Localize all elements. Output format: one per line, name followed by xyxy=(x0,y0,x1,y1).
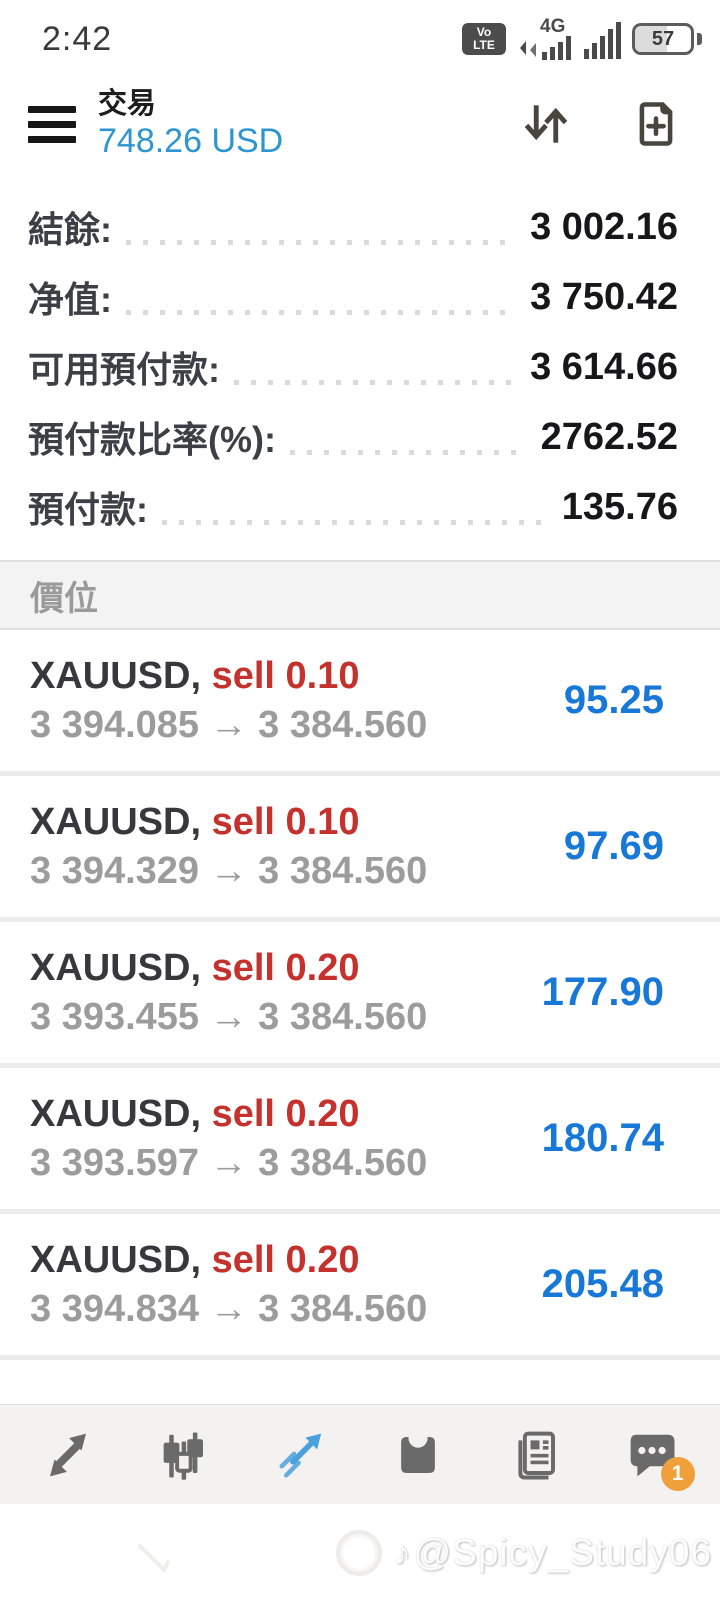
position-side-volume: sell 0.10 xyxy=(211,654,360,697)
position-row[interactable]: XAUUSD, sell 0.10 3 394.329 → 3 384.560 … xyxy=(0,776,720,917)
battery-icon: 57 xyxy=(632,23,694,55)
position-row[interactable]: XAUUSD, sell 0.10 3 394.085 → 3 384.560 … xyxy=(0,630,720,771)
position-row[interactable]: XAUUSD, sell 0.20 3 394.834 → 3 384.560 … xyxy=(0,1214,720,1355)
dotted-leader xyxy=(126,309,517,315)
position-prices: 3 394.834 → 3 384.560 xyxy=(30,1287,428,1330)
title-block: 交易 748.26 USD xyxy=(98,87,283,161)
watermark-handle: @Spicy_Study06 xyxy=(413,1532,712,1573)
candlestick-chart-icon xyxy=(163,1432,203,1480)
new-order-button[interactable] xyxy=(630,98,682,150)
row-divider xyxy=(0,1063,720,1068)
position-symbol: XAUUSD, xyxy=(30,1092,202,1135)
summary-label: 可用預付款: xyxy=(28,349,220,390)
row-divider xyxy=(0,771,720,776)
menu-icon[interactable] xyxy=(28,105,76,143)
dotted-leader xyxy=(126,239,517,245)
positions-section-header: 價位 xyxy=(0,560,720,630)
nav-tab-messages[interactable]: 1 xyxy=(607,1419,697,1491)
clock: 2:42 xyxy=(42,19,113,58)
position-symbol: XAUUSD, xyxy=(30,1238,202,1281)
position-prices: 3 394.085 → 3 384.560 xyxy=(30,703,428,746)
volte-label-top: Vo xyxy=(476,25,492,39)
summary-label: 净值: xyxy=(28,279,112,320)
volte-label-bottom: LTE xyxy=(473,38,495,52)
positions-list: XAUUSD, sell 0.10 3 394.085 → 3 384.560 … xyxy=(0,630,720,1360)
position-side-volume: sell 0.20 xyxy=(211,1092,360,1135)
nav-tab-trade[interactable] xyxy=(257,1419,347,1491)
summary-row-margin: 預付款: 135.76 xyxy=(0,472,720,542)
position-symbol: XAUUSD, xyxy=(30,654,202,697)
new-order-icon xyxy=(639,102,673,146)
mobile-data-4g-icon: 4G xyxy=(520,16,571,60)
sort-arrows-icon xyxy=(524,105,568,143)
position-side-volume: sell 0.20 xyxy=(211,1238,360,1281)
position-side-volume: sell 0.10 xyxy=(211,800,360,843)
summary-value: 3 750.42 xyxy=(530,275,678,318)
dotted-leader xyxy=(234,379,517,385)
summary-label: 預付款比率(%): xyxy=(28,419,276,460)
row-divider xyxy=(0,1209,720,1214)
account-balance: 748.26 USD xyxy=(98,122,284,160)
watermark: ♪ @Spicy_Study06 xyxy=(394,1532,712,1574)
page-title: 交易 xyxy=(98,88,157,120)
home-gesture-icon[interactable] xyxy=(336,1530,382,1576)
trade-arrow-icon xyxy=(279,1433,321,1477)
quotes-arrow-icon xyxy=(50,1433,87,1476)
app-bar: 交易 748.26 USD xyxy=(0,72,720,176)
nav-tab-quotes[interactable] xyxy=(23,1419,113,1491)
section-title: 價位 xyxy=(30,579,98,618)
position-profit: 177.90 xyxy=(541,970,664,1014)
position-row[interactable]: XAUUSD, sell 0.20 3 393.455 → 3 384.560 … xyxy=(0,922,720,1063)
volte-icon: Vo LTE xyxy=(462,23,506,55)
nav-tab-news[interactable] xyxy=(490,1419,580,1491)
nav-tab-charts[interactable] xyxy=(140,1419,230,1491)
position-profit: 95.25 xyxy=(563,678,664,722)
battery-fill xyxy=(635,26,667,52)
dotted-leader xyxy=(289,449,527,455)
douyin-logo-icon: ♪ xyxy=(393,1533,412,1572)
position-prices: 3 394.329 → 3 384.560 xyxy=(30,849,428,892)
status-bar: 2:42 Vo LTE 4G xyxy=(0,0,720,72)
summary-value: 2762.52 xyxy=(540,415,678,458)
summary-label: 預付款: xyxy=(28,489,148,530)
gesture-bar: ♪ @Spicy_Study06 xyxy=(0,1504,720,1600)
position-row[interactable]: XAUUSD, sell 0.20 3 393.597 → 3 384.560 … xyxy=(0,1068,720,1209)
position-profit: 205.48 xyxy=(541,1262,664,1306)
account-summary: 結餘: 3 002.16 净值: 3 750.42 可用預付款: 3 614.6… xyxy=(0,192,720,542)
summary-row-margin-level: 預付款比率(%): 2762.52 xyxy=(0,402,720,472)
sort-button[interactable] xyxy=(520,98,572,150)
battery-percent: 57 xyxy=(651,27,675,50)
position-profit: 97.69 xyxy=(563,824,664,868)
history-tray-icon xyxy=(401,1428,436,1473)
back-gesture-icon[interactable] xyxy=(128,1532,178,1582)
row-divider xyxy=(0,1355,720,1360)
position-prices: 3 393.455 → 3 384.560 xyxy=(30,995,428,1038)
summary-value: 135.76 xyxy=(561,485,678,528)
signal-strength-icon xyxy=(584,22,621,59)
unread-badge: 1 xyxy=(660,1456,695,1491)
position-symbol: XAUUSD, xyxy=(30,800,202,843)
row-divider xyxy=(0,917,720,922)
news-icon xyxy=(518,1431,555,1479)
position-side-volume: sell 0.20 xyxy=(211,946,360,989)
summary-row-balance: 結餘: 3 002.16 xyxy=(0,192,720,262)
summary-row-free-margin: 可用預付款: 3 614.66 xyxy=(0,332,720,402)
dotted-leader xyxy=(162,519,548,525)
nav-tab-history[interactable] xyxy=(373,1419,463,1491)
summary-value: 3 002.16 xyxy=(530,205,678,248)
summary-value: 3 614.66 xyxy=(530,345,678,388)
position-profit: 180.74 xyxy=(541,1116,664,1160)
battery-nub xyxy=(697,33,702,45)
position-symbol: XAUUSD, xyxy=(30,946,202,989)
summary-label: 結餘: xyxy=(28,209,112,250)
summary-row-equity: 净值: 3 750.42 xyxy=(0,262,720,332)
bottom-nav-bar: 1 xyxy=(0,1404,720,1504)
position-prices: 3 393.597 → 3 384.560 xyxy=(30,1141,428,1184)
svg-text:4G: 4G xyxy=(540,16,565,37)
